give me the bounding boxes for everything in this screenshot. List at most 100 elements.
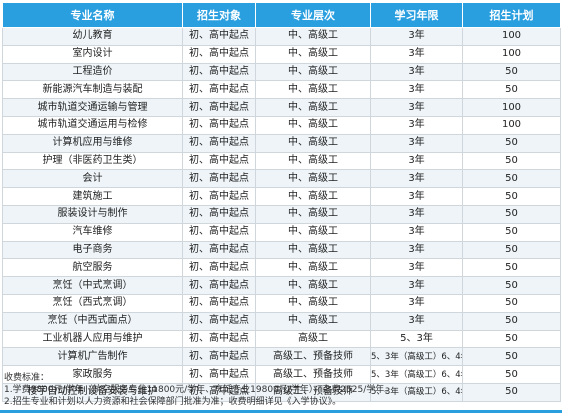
table-row: 护理（非医药卫生类） 初、高中起点 中、高级工 3年 50 — [2, 151, 561, 171]
major-name-cell: 城市轨道交通运用与检修 — [2, 115, 183, 135]
target-cell: 初、高中起点 — [182, 80, 256, 100]
major-name-cell: 室内设计 — [2, 44, 183, 64]
table-row: 汽车维修 初、高中起点 中、高级工 3年 50 — [2, 222, 561, 242]
level-cell: 高级工 — [255, 329, 371, 349]
table-row: 计算机应用与维修 初、高中起点 中、高级工 3年 50 — [2, 133, 561, 153]
major-name-cell: 计算机广告制作 — [2, 347, 183, 367]
plan-cell: 50 — [462, 151, 561, 171]
major-name-cell: 护理（非医药卫生类） — [2, 151, 183, 171]
years-cell: 3年 — [370, 27, 463, 46]
fee-notes: 收费标准： 1.学费9800元/学年（航空服务专业11800元/学年、烹饪专业1… — [4, 372, 393, 408]
target-cell: 初、高中起点 — [182, 151, 256, 171]
table-row: 新能源汽车制造与装配 初、高中起点 中、高级工 3年 50 — [2, 80, 561, 100]
years-cell: 3年 — [370, 98, 463, 117]
years-cell: 3年 — [370, 258, 463, 278]
level-cell: 中、高级工 — [255, 44, 371, 64]
major-name-cell: 烹饪（西式烹调） — [2, 293, 183, 313]
target-cell: 初、高中起点 — [182, 98, 256, 117]
years-cell: 3年 — [370, 240, 463, 260]
table-row: 烹饪（西式烹调） 初、高中起点 中、高级工 3年 50 — [2, 293, 561, 313]
years-cell: 3年 — [370, 169, 463, 189]
header-years: 学习年限 — [370, 2, 463, 28]
header-level: 专业层次 — [255, 2, 371, 28]
target-cell: 初、高中起点 — [182, 44, 256, 64]
years-cell: 3年 — [370, 222, 463, 242]
major-name-cell: 会计 — [2, 169, 183, 189]
years-cell: 3年 — [370, 187, 463, 206]
plan-cell: 50 — [462, 293, 561, 313]
major-name-cell: 航空服务 — [2, 258, 183, 278]
level-cell: 中、高级工 — [255, 293, 371, 313]
major-name-cell: 工业机器人应用与维护 — [2, 329, 183, 349]
table-row: 电子商务 初、高中起点 中、高级工 3年 50 — [2, 240, 561, 260]
level-cell: 中、高级工 — [255, 240, 371, 260]
years-cell: 5、3年（高级工）6、4年（预备技师） — [370, 382, 463, 402]
plan-cell: 100 — [462, 44, 561, 64]
major-name-cell: 烹饪（中西式面点） — [2, 311, 183, 331]
level-cell: 中、高级工 — [255, 80, 371, 100]
plan-cell: 50 — [462, 311, 561, 331]
years-cell: 3年 — [370, 311, 463, 331]
target-cell: 初、高中起点 — [182, 347, 256, 367]
major-name-cell: 城市轨道交通运输与管理 — [2, 98, 183, 117]
years-cell: 3年 — [370, 133, 463, 153]
target-cell: 初、高中起点 — [182, 365, 256, 384]
plan-cell: 50 — [462, 276, 561, 295]
table-row: 工业机器人应用与维护 初、高中起点 高级工 5、3年 50 — [2, 329, 561, 349]
table-row: 服装设计与制作 初、高中起点 中、高级工 3年 50 — [2, 204, 561, 224]
level-cell: 中、高级工 — [255, 311, 371, 331]
target-cell: 初、高中起点 — [182, 258, 256, 278]
table-row: 建筑施工 初、高中起点 中、高级工 3年 50 — [2, 187, 561, 206]
target-cell: 初、高中起点 — [182, 27, 256, 46]
plan-cell: 100 — [462, 27, 561, 46]
admission-table-container: 专业名称 招生对象 专业层次 学习年限 招生计划 幼儿教育 初、高中起点 中、高级工… — [2, 2, 561, 402]
target-cell: 初、高中起点 — [182, 204, 256, 224]
level-cell: 中、高级工 — [255, 204, 371, 224]
level-cell: 中、高级工 — [255, 222, 371, 242]
table-row: 烹饪（中西式面点） 初、高中起点 中、高级工 3年 50 — [2, 311, 561, 331]
table-row: 航空服务 初、高中起点 中、高级工 3年 50 — [2, 258, 561, 278]
plan-cell: 100 — [462, 98, 561, 117]
target-cell: 初、高中起点 — [182, 133, 256, 153]
bottom-accent-bar — [0, 410, 562, 413]
plan-cell: 50 — [462, 258, 561, 278]
major-name-cell: 服装设计与制作 — [2, 204, 183, 224]
plan-cell: 50 — [462, 204, 561, 224]
target-cell: 初、高中起点 — [182, 62, 256, 82]
table-row: 幼儿教育 初、高中起点 中、高级工 3年 100 — [2, 27, 561, 46]
target-cell: 初、高中起点 — [182, 293, 256, 313]
target-cell: 初、高中起点 — [182, 222, 256, 242]
plan-cell: 50 — [462, 62, 561, 82]
level-cell: 高级工、预备技师 — [255, 347, 371, 367]
plan-cell: 50 — [462, 80, 561, 100]
major-name-cell: 建筑施工 — [2, 187, 183, 206]
years-cell: 3年 — [370, 80, 463, 100]
major-name-cell: 楼宇自动控制设备安装与维护 — [2, 382, 183, 402]
plan-cell: 50 — [462, 382, 561, 402]
target-cell: 初、高中起点 — [182, 187, 256, 206]
level-cell: 高级工、预备技师 — [255, 382, 371, 402]
plan-cell: 50 — [462, 169, 561, 189]
plan-cell: 100 — [462, 115, 561, 135]
header-plan: 招生计划 — [462, 2, 561, 28]
level-cell: 中、高级工 — [255, 133, 371, 153]
major-name-cell: 新能源汽车制造与装配 — [2, 80, 183, 100]
years-cell: 5、3年（高级工）6、4年（预备技师） — [370, 347, 463, 367]
target-cell: 初、高中起点 — [182, 240, 256, 260]
level-cell: 中、高级工 — [255, 115, 371, 135]
table-row: 烹饪（中式烹调） 初、高中起点 中、高级工 3年 50 — [2, 276, 561, 295]
table-row: 城市轨道交通运输与管理 初、高中起点 中、高级工 3年 100 — [2, 98, 561, 117]
level-cell: 中、高级工 — [255, 27, 371, 46]
table-row: 城市轨道交通运用与检修 初、高中起点 中、高级工 3年 100 — [2, 115, 561, 135]
years-cell: 3年 — [370, 115, 463, 135]
table-row: 工程造价 初、高中起点 中、高级工 3年 50 — [2, 62, 561, 82]
major-name-cell: 家政服务 — [2, 365, 183, 384]
level-cell: 中、高级工 — [255, 62, 371, 82]
major-name-cell: 计算机应用与维修 — [2, 133, 183, 153]
years-cell: 3年 — [370, 151, 463, 171]
fee-notes-line-2: 2.招生专业和计划以人力资源和社会保障部门批准为准；收费明细详见《入学协议》。 — [4, 397, 342, 407]
years-cell: 5、3年 — [370, 329, 463, 349]
target-cell: 初、高中起点 — [182, 169, 256, 189]
fee-notes-title: 收费标准： — [4, 373, 50, 383]
years-cell: 3年 — [370, 293, 463, 313]
